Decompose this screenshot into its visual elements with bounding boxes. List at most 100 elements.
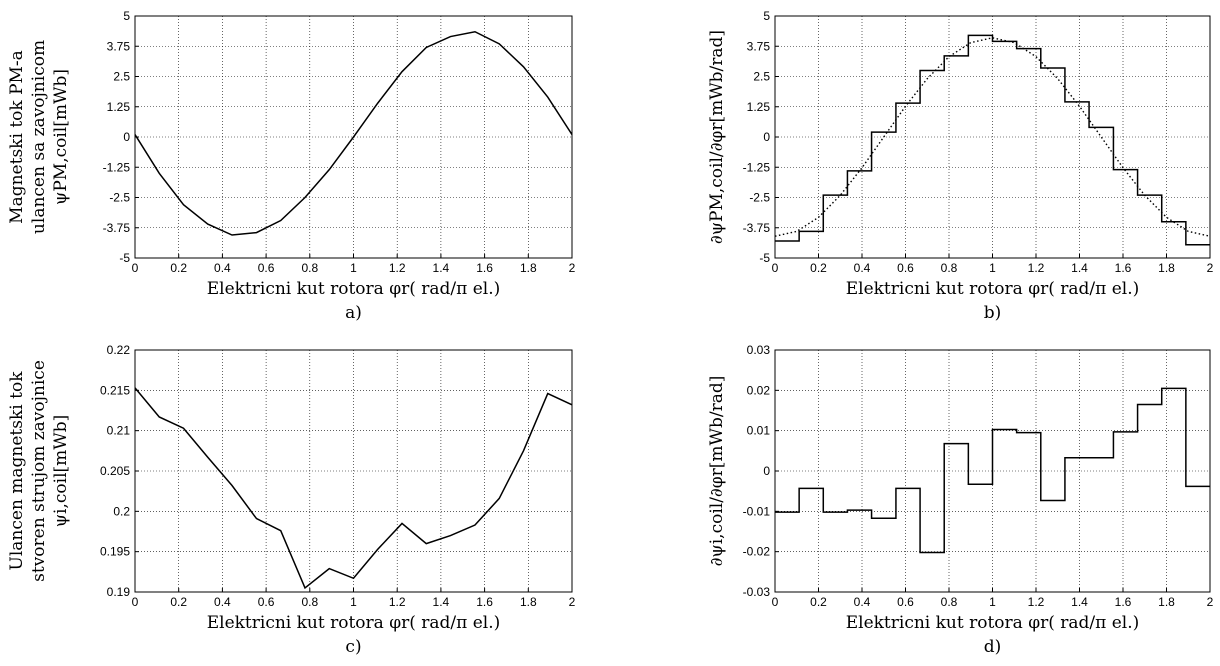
- x-tick-label: 0.2: [810, 261, 827, 275]
- y-tick-label: -1.25: [743, 160, 771, 174]
- x-axis-label: Elektricni kut rotora φr( rad/π el.): [207, 279, 501, 299]
- x-tick-label: 1: [350, 595, 357, 609]
- y-tick-label: 0.195: [100, 545, 130, 559]
- plot-frame: [134, 349, 573, 593]
- x-tick-label: 1.4: [433, 595, 450, 609]
- x-tick-label: 1.4: [433, 261, 450, 275]
- series-line-a-1: [134, 30, 573, 236]
- x-axis-label: Elektricni kut rotora φr( rad/π el.): [846, 613, 1140, 633]
- y-tick-label: 0.205: [100, 464, 130, 478]
- x-axis-label: Elektricni kut rotora φr( rad/π el.): [846, 279, 1140, 299]
- y-tick-label: -0.02: [743, 545, 771, 559]
- y-tick-label: 3.75: [107, 39, 131, 53]
- x-tick-label: 0.4: [854, 595, 871, 609]
- y-axis-label: Magnetski tok PM-a: [7, 50, 27, 224]
- series-line-c-1: [134, 387, 573, 590]
- plot-frame: [774, 349, 1211, 593]
- x-tick-label: 1: [989, 261, 996, 275]
- x-tick-label: 0: [772, 595, 779, 609]
- panel-label: b): [984, 303, 1002, 323]
- chart-panel-c: 0 0.2 0.4 0.6 0.8 1 1.2 1.4 1.6 1.8 20.190.1950.20…: [7, 343, 576, 657]
- y-tick-label: 0.01: [747, 424, 771, 438]
- y-tick-label: 0.215: [100, 383, 130, 397]
- x-tick-label: 0.8: [301, 595, 318, 609]
- x-tick-label: 1: [350, 261, 357, 275]
- y-tick-label: 0.2: [113, 504, 130, 518]
- x-tick-label: 0.2: [170, 595, 187, 609]
- x-tick-label: 1.6: [476, 261, 493, 275]
- x-tick-label: 0.4: [214, 595, 231, 609]
- x-tick-label: 0.2: [170, 261, 187, 275]
- x-tick-label: 0.6: [258, 595, 275, 609]
- y-tick-label: -0.01: [743, 504, 771, 518]
- x-tick-label: 1.2: [1028, 261, 1045, 275]
- x-tick-label: 1.4: [1071, 261, 1088, 275]
- x-tick-label: 1.8: [520, 261, 537, 275]
- y-tick-label: 0: [763, 464, 770, 478]
- y-tick-label: 5: [763, 9, 770, 23]
- y-tick-label: 1.25: [107, 100, 131, 114]
- x-tick-label: 2: [1207, 261, 1214, 275]
- x-tick-label: 0.6: [258, 261, 275, 275]
- plot-frame: [134, 15, 573, 259]
- y-axis-label: stvoren strujom zavojnice: [29, 360, 49, 582]
- x-tick-label: 2: [569, 261, 576, 275]
- series-line-b-1: [775, 34, 1210, 246]
- chart-panel-b: 0 0.2 0.4 0.6 0.8 1 1.2 1.4 1.6 1.8 2 -5 -3.75 -2.5 -1…: [707, 9, 1214, 323]
- x-axis-label: Elektricni kut rotora φr( rad/π el.): [207, 613, 501, 633]
- x-tick-label: 1.6: [1115, 261, 1132, 275]
- chart-panel-a: 0 0.2 0.4 0.6 0.8 1 1.2 1.4 1.6 1.8 2 -5 -3.75 -2.5 -1…: [7, 9, 576, 323]
- y-tick-label: -0.03: [743, 585, 771, 599]
- x-tick-label: 0.8: [941, 261, 958, 275]
- y-tick-label: -5: [119, 251, 130, 265]
- y-axis-label: ulancen sa zavojnicom: [29, 40, 49, 234]
- y-tick-label: 0.03: [747, 343, 771, 357]
- x-tick-label: 0.4: [214, 261, 231, 275]
- x-tick-label: 2: [569, 595, 576, 609]
- y-tick-label: 0.22: [107, 343, 131, 357]
- x-tick-label: 1.4: [1071, 595, 1088, 609]
- series-line-b-2: [774, 37, 1211, 237]
- x-tick-label: 1.8: [1158, 261, 1175, 275]
- y-axis-label: ∂ψi,coil/∂φr[mWb/rad]: [707, 376, 727, 567]
- y-tick-label: 0: [123, 130, 130, 144]
- x-tick-label: 1.2: [389, 595, 406, 609]
- y-tick-label: 2.5: [753, 70, 770, 84]
- x-tick-label: 1.8: [520, 595, 537, 609]
- y-tick-label: -1.25: [103, 160, 131, 174]
- y-tick-label: -2.5: [109, 191, 130, 205]
- panel-label: a): [345, 303, 362, 323]
- x-tick-label: 2: [1207, 595, 1214, 609]
- y-tick-label: -3.75: [103, 221, 131, 235]
- y-tick-label: -5: [759, 251, 770, 265]
- plot-frame: [774, 15, 1211, 259]
- y-tick-label: 1.25: [747, 100, 771, 114]
- x-tick-label: 0.8: [941, 595, 958, 609]
- y-tick-label: 0: [763, 130, 770, 144]
- x-tick-label: 0: [772, 261, 779, 275]
- x-tick-label: 0.6: [897, 595, 914, 609]
- y-tick-label: -2.5: [749, 191, 770, 205]
- y-tick-label: 0.19: [107, 585, 131, 599]
- x-tick-label: 0.6: [897, 261, 914, 275]
- x-tick-label: 0: [132, 261, 139, 275]
- y-tick-label: 0.02: [747, 383, 771, 397]
- x-tick-label: 1.6: [476, 595, 493, 609]
- panel-label: d): [984, 637, 1002, 657]
- chart-panel-d: 0 0.2 0.4 0.6 0.8 1 1.2 1.4 1.6 1.8 2 -0.03 -0.02 -0.…: [707, 343, 1214, 657]
- x-tick-label: 0: [132, 595, 139, 609]
- series-line-d-1: [775, 387, 1210, 554]
- y-tick-label: -3.75: [743, 221, 771, 235]
- y-tick-label: 5: [123, 9, 130, 23]
- x-tick-label: 1.6: [1115, 595, 1132, 609]
- y-axis-label: ψi,coil[mWb]: [51, 415, 71, 528]
- x-tick-label: 0.2: [810, 595, 827, 609]
- x-tick-label: 0.8: [301, 261, 318, 275]
- y-tick-label: 3.75: [747, 39, 771, 53]
- y-tick-label: 2.5: [113, 70, 130, 84]
- y-axis-label: ∂ψPM,coil/∂φr[mWb/rad]: [707, 30, 727, 244]
- x-tick-label: 1.2: [1028, 595, 1045, 609]
- y-axis-label: Ulancen magnetski tok: [7, 371, 27, 571]
- x-tick-label: 0.4: [854, 261, 871, 275]
